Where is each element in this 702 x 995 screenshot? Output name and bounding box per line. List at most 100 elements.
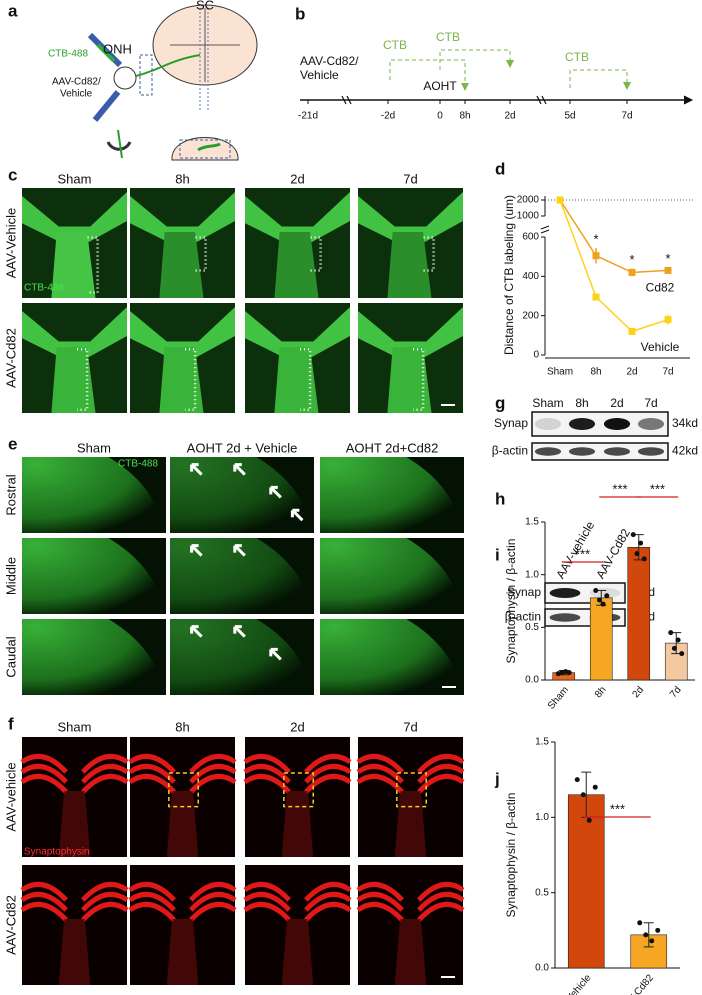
retina-layer <box>189 753 237 774</box>
retina-layer <box>356 763 404 784</box>
x-tick-label: 8h <box>593 685 609 701</box>
panel-label: c <box>8 165 17 184</box>
retina-layer <box>356 881 404 902</box>
significance: * <box>629 252 634 267</box>
significance: * <box>665 251 670 266</box>
label: Vehicle <box>300 68 339 82</box>
micrograph <box>358 303 463 413</box>
panel-label: e <box>8 434 17 453</box>
colliculus <box>22 538 164 614</box>
colliculus <box>320 457 462 533</box>
blot-box <box>531 442 669 461</box>
micrograph <box>170 619 314 695</box>
retina-layer <box>20 901 68 922</box>
marker <box>664 266 672 274</box>
data-point <box>592 784 598 790</box>
retina-layer <box>417 881 465 902</box>
micrograph <box>22 188 127 298</box>
lane-label: 7d <box>644 396 657 410</box>
panel-label: b <box>295 4 305 23</box>
retina-layer <box>304 901 352 922</box>
row-label: AAV-Cd82 <box>3 895 18 955</box>
tick-label: 7d <box>621 111 632 122</box>
x-tick-label: 2d <box>626 367 637 378</box>
retina-layer <box>189 763 237 784</box>
column-header: 8h <box>175 171 189 186</box>
y-tick-label: 1.5 <box>535 737 549 748</box>
label: AAV-Cd82/ <box>52 77 101 88</box>
data-point <box>671 645 677 651</box>
x-tick-label: 7d <box>662 367 673 378</box>
retina-layer <box>189 901 237 922</box>
retina-layer <box>304 891 352 912</box>
micrograph <box>243 865 352 985</box>
panel-label: g <box>495 393 505 412</box>
retina-layer <box>304 881 352 902</box>
nerve <box>281 791 314 857</box>
y-tick-label: 600 <box>522 232 539 243</box>
lane-label: Sham <box>532 396 563 410</box>
series-label: Cd82 <box>646 281 675 295</box>
label: Vehicle <box>60 89 93 100</box>
retina-layer <box>304 773 352 794</box>
retina <box>22 192 127 243</box>
significance: *** <box>575 546 590 561</box>
arrow <box>290 508 304 522</box>
band <box>603 447 631 456</box>
micrograph <box>245 303 350 413</box>
tick-label: 8h <box>459 111 470 122</box>
retina-layer <box>128 881 176 902</box>
data-point <box>649 938 655 944</box>
axis-title: Distance of CTB labeling (um) <box>502 195 516 355</box>
roi-box <box>283 772 315 808</box>
retina-layer <box>304 763 352 784</box>
micrograph <box>128 737 237 857</box>
retina <box>130 192 235 243</box>
data-point <box>566 670 572 676</box>
colliculus <box>170 457 312 533</box>
data-point <box>586 817 592 823</box>
micrograph <box>320 619 464 695</box>
nerve <box>58 791 91 857</box>
x-tick-label: 2d <box>630 685 646 701</box>
retina-layer <box>356 773 404 794</box>
x-tick-label: Sham <box>546 685 571 712</box>
retina-layer <box>189 773 237 794</box>
nerve <box>387 232 432 298</box>
label: CTB <box>383 38 407 52</box>
dotted-outline <box>310 236 322 272</box>
label: AOHT <box>423 79 457 93</box>
micrograph <box>130 303 235 413</box>
nerve <box>274 347 319 413</box>
x-tick-label: Sham <box>547 367 573 378</box>
tick-label: 0 <box>437 111 443 122</box>
band <box>534 447 562 456</box>
nerve <box>159 347 204 413</box>
label: Synaptophysin <box>24 847 90 858</box>
nerve <box>281 919 314 985</box>
retina-layer <box>128 753 176 774</box>
y-tick-label: 200 <box>522 310 539 321</box>
micrograph <box>130 188 235 298</box>
axis-title: Synaptophysin / β-actin <box>504 539 518 664</box>
retina-layer <box>128 901 176 922</box>
nerve <box>51 347 96 413</box>
nerve <box>387 347 432 413</box>
retina-layer <box>81 901 129 922</box>
dotted-outline <box>195 236 207 272</box>
column-header: AOHT 2d + Vehicle <box>187 440 298 455</box>
retina <box>22 307 127 358</box>
nerve <box>394 919 427 985</box>
series-line <box>559 199 669 333</box>
retina-layer <box>81 881 129 902</box>
data-point <box>634 551 640 557</box>
data-point <box>580 792 586 798</box>
y-tick-label: 0.0 <box>535 963 549 974</box>
retina-layer <box>81 891 129 912</box>
band <box>549 588 581 598</box>
retina-layer <box>81 773 129 794</box>
arrow <box>269 647 282 661</box>
retina-layer <box>128 773 176 794</box>
y-tick-label: 0.5 <box>535 887 549 898</box>
retina <box>245 192 350 243</box>
